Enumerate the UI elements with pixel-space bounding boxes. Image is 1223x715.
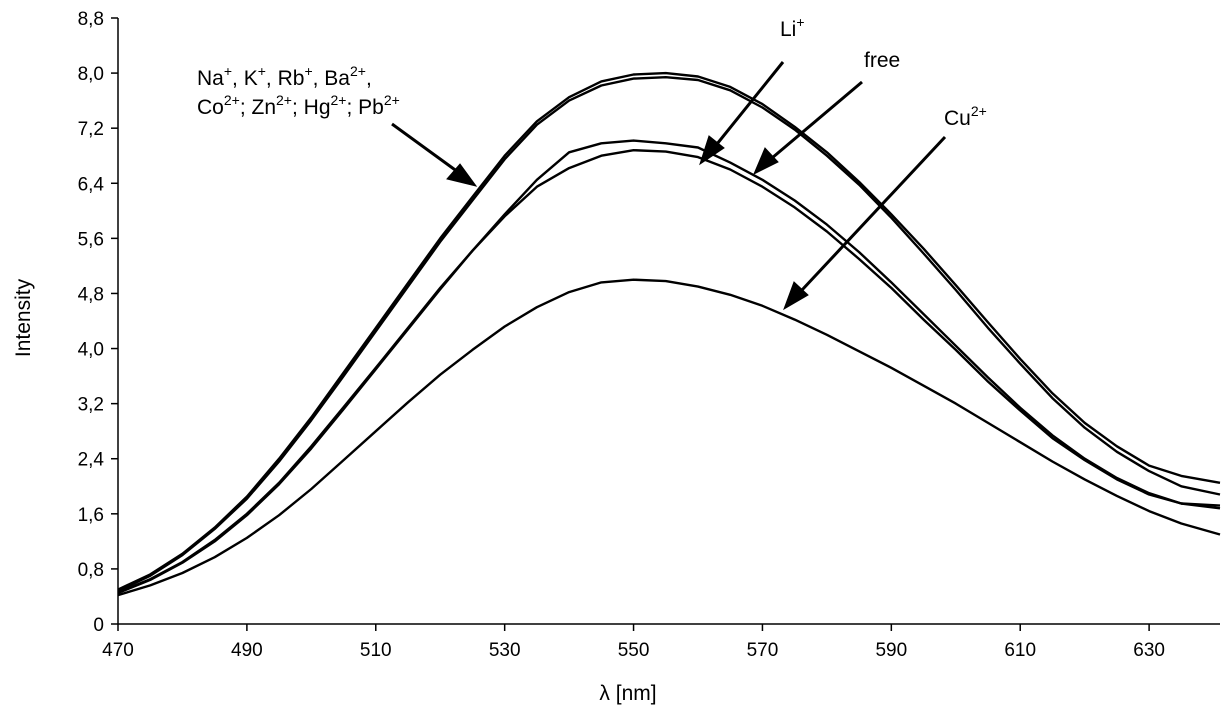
x-tick-label: 630: [1133, 640, 1165, 661]
arrow-free-head: [753, 147, 779, 176]
x-tick-label: 590: [875, 640, 907, 661]
y-tick-label: 2,4: [78, 450, 105, 471]
series-line-3: [117, 148, 1221, 594]
x-tick-label: 610: [1004, 640, 1036, 661]
y-ticks: 0 0,8 1,6 2,4 3,2 4,0 4,8 5,6 6,4 7,2 8,0 8,8: [78, 9, 118, 636]
y-tick-label: 8,0: [78, 64, 104, 85]
series-line-4: [117, 139, 1221, 595]
y-tick-label: 1,6: [78, 505, 104, 526]
arrow-cu-head: [783, 281, 809, 311]
x-tick-label: 530: [489, 640, 521, 661]
arrow-alkali: [391, 122, 459, 174]
series-line-5: [117, 278, 1221, 597]
x-tick-label: 550: [618, 640, 650, 661]
y-tick-label: 4,0: [78, 340, 104, 361]
series-line-1: [117, 71, 1221, 591]
annotation-li-label: Li+: [780, 14, 805, 41]
x-tick-label: 470: [102, 640, 134, 661]
annotation-alkali-label: Na+, K+, Rb+, Ba2+,: [197, 63, 372, 90]
x-axis-title: λ [nm]: [599, 682, 656, 705]
annotation-transition-label: Co2+; Zn2+; Hg2+; Pb2+: [197, 92, 400, 119]
x-tick-label: 490: [231, 640, 263, 661]
arrow-free: [771, 80, 863, 160]
y-tick-label: 3,2: [78, 395, 104, 416]
series-line-2: [117, 75, 1221, 592]
y-tick-label: 0: [93, 615, 104, 636]
y-axis-title: Intensity: [12, 278, 35, 357]
series-layer: [117, 71, 1221, 597]
y-tick-label: 4,8: [78, 284, 104, 305]
y-tick-label: 8,8: [78, 9, 104, 30]
x-ticks: 470 490 510 530 550 570 590 610 630: [102, 624, 1165, 661]
annotation-free-label: free: [864, 49, 900, 72]
y-tick-label: 7,2: [78, 119, 104, 140]
x-tick-label: 510: [360, 640, 392, 661]
y-tick-label: 0,8: [78, 560, 104, 581]
arrow-li-head: [699, 135, 725, 166]
x-tick-label: 570: [747, 640, 779, 661]
annotations: Na+, K+, Rb+, Ba2+, Co2+; Zn2+; Hg2+; Pb…: [197, 14, 987, 311]
arrow-cu: [800, 135, 947, 292]
y-tick-label: 6,4: [78, 174, 105, 195]
y-tick-label: 5,6: [78, 229, 104, 250]
arrow-li: [715, 61, 785, 145]
axes: [117, 18, 1220, 625]
arrow-alkali-head: [446, 163, 478, 187]
annotation-cu-label: Cu2+: [944, 103, 987, 130]
